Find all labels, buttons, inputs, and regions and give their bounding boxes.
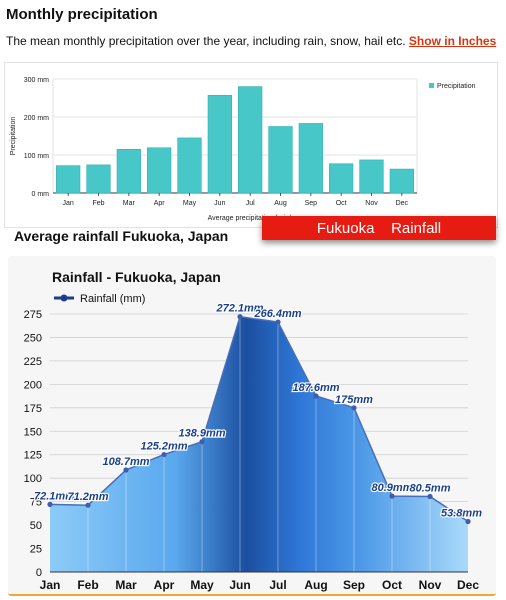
x-tick-label: Jan bbox=[40, 578, 61, 592]
y-tick-label: 0 bbox=[36, 567, 42, 579]
y-tick-label: 200 mm bbox=[24, 115, 49, 122]
rainfall-area-chart: Rainfall - Fukuoka, Japan Rainfall (mm) 0 2… bbox=[8, 256, 496, 596]
data-point bbox=[85, 502, 91, 508]
y-tick-label: 300 mm bbox=[24, 77, 49, 84]
data-label: 138.9mm bbox=[178, 428, 225, 440]
data-point bbox=[123, 467, 129, 473]
x-tick-label: Mar bbox=[115, 578, 137, 592]
bar bbox=[56, 165, 81, 194]
legend-label: Rainfall (mm) bbox=[80, 293, 145, 305]
legend-label: Precipitation bbox=[437, 83, 476, 90]
section-description: The mean monthly precipitation over the … bbox=[6, 34, 496, 48]
y-tick-label: 50 bbox=[30, 520, 42, 532]
y-tick-label: 200 bbox=[24, 379, 42, 391]
data-point bbox=[389, 493, 395, 499]
x-tick-label: Feb bbox=[92, 200, 104, 207]
bar bbox=[207, 95, 232, 194]
data-label: 272.1mm bbox=[215, 303, 263, 315]
bar bbox=[177, 137, 202, 194]
y-tick-label: 75 bbox=[30, 497, 42, 509]
data-point bbox=[351, 405, 357, 411]
rainfall-area bbox=[50, 316, 468, 572]
area-chart-svg: Rainfall - Fukuoka, Japan Rainfall (mm) 0 2… bbox=[24, 269, 484, 592]
data-point bbox=[237, 314, 243, 320]
y-tick-label: 100 mm bbox=[24, 153, 49, 160]
y-tick-label: 100 bbox=[24, 473, 42, 485]
section-title: Monthly precipitation bbox=[6, 6, 158, 23]
bar-chart-svg: 0 mm 100 mm 200 mm 300 mm Jan Feb Mar Apr May Jun… bbox=[10, 77, 476, 222]
x-tick-label: Nov bbox=[419, 578, 442, 592]
y-tick-label: 275 bbox=[24, 309, 42, 321]
x-tick-label: Dec bbox=[396, 200, 409, 207]
y-tick-label: 0 mm bbox=[32, 191, 50, 198]
x-tick-label: Apr bbox=[154, 200, 166, 207]
x-tick-label: Aug bbox=[274, 200, 287, 207]
rainfall-line bbox=[49, 315, 469, 523]
bar bbox=[86, 164, 111, 194]
data-label: 53.8mm bbox=[441, 508, 482, 520]
data-label: 80.5mm bbox=[410, 482, 451, 494]
legend-swatch bbox=[429, 83, 434, 88]
x-tick-label: Nov bbox=[365, 200, 378, 207]
data-point bbox=[199, 439, 205, 445]
y-tick-label: 150 bbox=[24, 426, 42, 438]
bar bbox=[116, 149, 141, 194]
bar bbox=[359, 159, 384, 194]
bar bbox=[298, 123, 323, 194]
rainfall-banner: Fukuoka Rainfall bbox=[262, 216, 496, 240]
data-label: 108.7mm bbox=[102, 456, 149, 468]
show-in-inches-link[interactable]: Show in Inches bbox=[408, 34, 497, 48]
data-point bbox=[427, 493, 433, 500]
x-tick-label: Sep bbox=[305, 200, 318, 207]
y-axis-label: Precipitation bbox=[10, 117, 17, 156]
data-label: 266.4mm bbox=[253, 308, 301, 320]
x-tick-label: Jun bbox=[214, 200, 225, 207]
data-label: 72.1mm bbox=[34, 490, 75, 502]
bar bbox=[238, 86, 263, 194]
y-tick-label: 250 bbox=[24, 332, 42, 344]
x-tick-label: May bbox=[183, 200, 197, 207]
data-point bbox=[313, 393, 319, 399]
x-tick-label: Jan bbox=[63, 200, 74, 207]
y-tick-label: 125 bbox=[24, 450, 42, 462]
y-tick-label: 225 bbox=[24, 356, 42, 368]
x-tick-label: Aug bbox=[304, 578, 327, 592]
x-tick-label: Mar bbox=[123, 200, 136, 207]
x-tick-label: Sep bbox=[343, 578, 365, 592]
bar bbox=[268, 126, 293, 194]
x-tick-label: Jun bbox=[229, 578, 250, 592]
x-tick-label: Oct bbox=[336, 200, 347, 207]
bar bbox=[329, 163, 354, 194]
data-point bbox=[161, 451, 167, 458]
y-tick-label: 25 bbox=[30, 544, 42, 556]
x-tick-label: Oct bbox=[382, 578, 402, 592]
legend-marker bbox=[60, 294, 68, 302]
data-label: 175mm bbox=[335, 394, 373, 406]
data-label: 125.2mm bbox=[140, 441, 187, 453]
data-label: 71.2mm bbox=[68, 491, 109, 503]
x-tick-label: May bbox=[190, 578, 214, 592]
data-label: 80.9mm bbox=[372, 482, 413, 494]
x-tick-label: Jul bbox=[269, 578, 286, 592]
precipitation-bar-chart: 0 mm 100 mm 200 mm 300 mm Jan Feb Mar Apr May Jun… bbox=[4, 62, 498, 228]
rainfall-caption: Average rainfall Fukuoka, Japan bbox=[14, 228, 229, 244]
data-point bbox=[275, 319, 281, 325]
data-point bbox=[465, 518, 471, 525]
x-tick-label: Apr bbox=[154, 578, 175, 592]
x-tick-label: Dec bbox=[457, 578, 479, 592]
y-tick-label: 175 bbox=[24, 403, 42, 415]
x-tick-label: Feb bbox=[77, 578, 98, 592]
chart-title: Rainfall - Fukuoka, Japan bbox=[52, 269, 221, 285]
data-point bbox=[47, 501, 53, 507]
x-tick-label: Jul bbox=[246, 200, 255, 207]
bar bbox=[147, 147, 172, 194]
bar bbox=[389, 168, 414, 194]
description-text: The mean monthly precipitation over the … bbox=[6, 34, 406, 48]
data-label: 187.6mm bbox=[292, 382, 339, 394]
x-axis-label: Average precipitation (rain/sno bbox=[208, 215, 303, 222]
